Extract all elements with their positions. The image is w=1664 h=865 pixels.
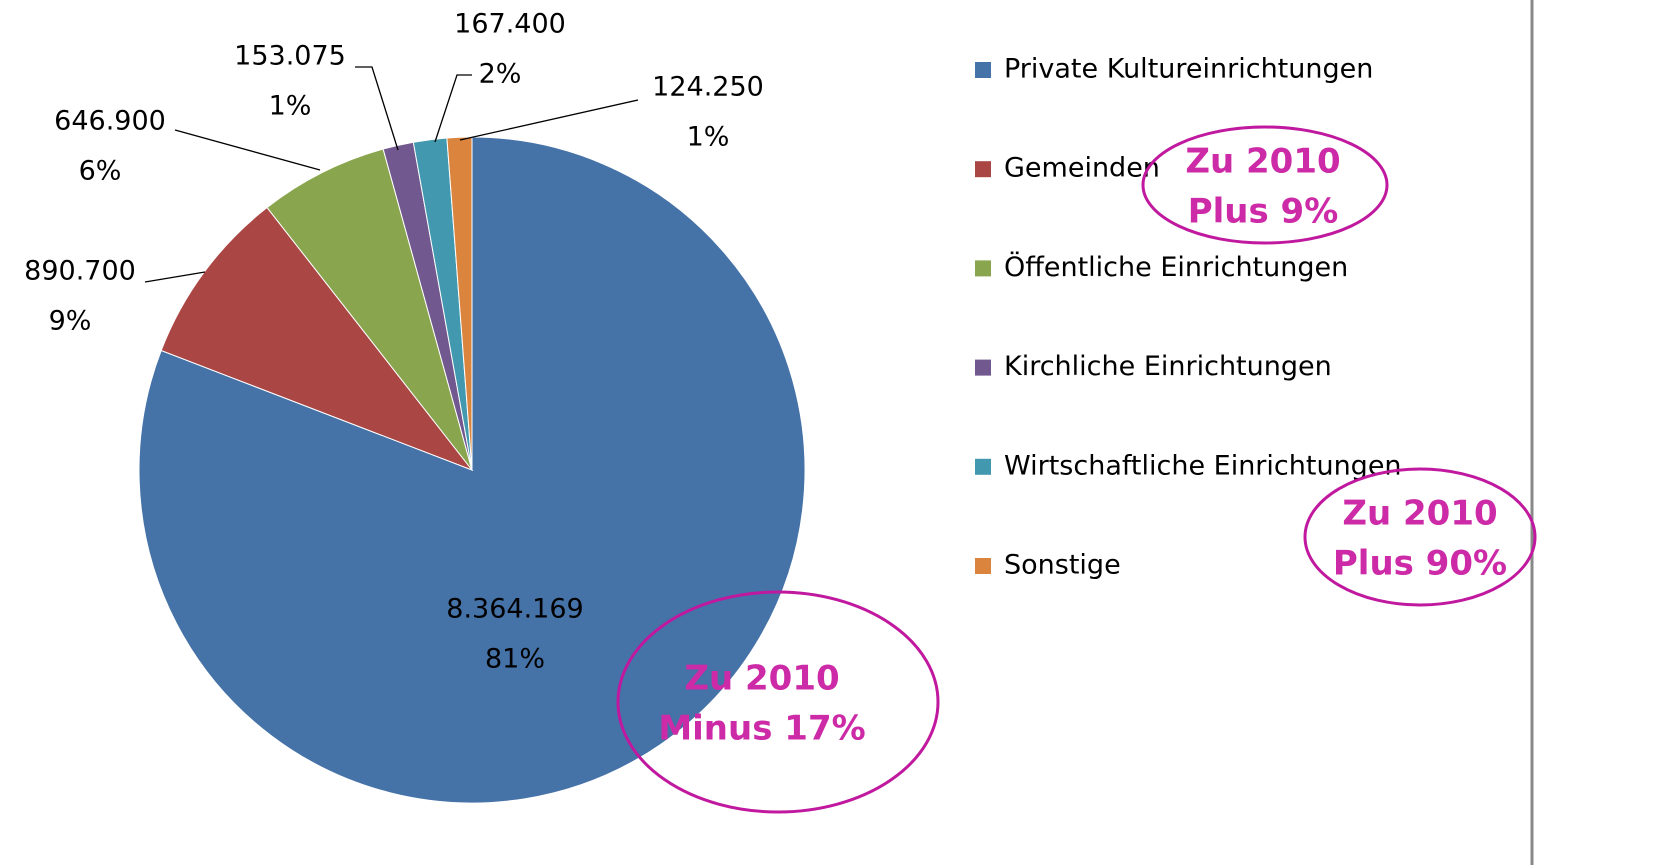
data-label: 124.250 — [652, 72, 764, 103]
annotation-text: Zu 2010 — [684, 659, 839, 699]
data-label: 167.400 — [454, 9, 566, 40]
annotation-text: Plus 9% — [1188, 192, 1339, 232]
percentage-label: 1% — [687, 122, 730, 153]
pie-slice — [266, 148, 473, 471]
percentage-label: 9% — [49, 306, 92, 337]
annotation-text: Zu 2010 — [1342, 494, 1497, 534]
legend-swatch — [975, 161, 991, 178]
leader-line — [459, 99, 639, 141]
leader-line — [174, 129, 321, 171]
annotation-text: Zu 2010 — [1185, 142, 1340, 182]
data-label: 890.700 — [24, 256, 136, 287]
legend-label: Sonstige — [1004, 550, 1121, 581]
legend-swatch — [975, 458, 991, 475]
legend-label: Öffentliche Einrichtungen — [1004, 251, 1348, 283]
data-label: 646.900 — [54, 106, 166, 137]
leader-line — [144, 271, 206, 283]
annotation-ellipse — [1303, 467, 1537, 607]
legend-label: Wirtschaftliche Einrichtungen — [1004, 450, 1402, 481]
leader-line — [355, 66, 399, 151]
legend-swatch — [975, 260, 991, 277]
data-label: 153.075 — [234, 41, 346, 72]
pie-slice — [138, 136, 806, 804]
legend-swatch — [975, 62, 991, 78]
legend-label: Kirchliche Einrichtungen — [1004, 351, 1332, 382]
legend-label: Private Kultureinrichtungen — [1004, 54, 1373, 85]
annotation-text: Plus 90% — [1333, 544, 1507, 584]
annotation-text: Minus 17% — [658, 709, 865, 749]
data-label: 8.364.169 — [446, 594, 583, 625]
legend-label: Gemeinden — [1004, 153, 1160, 184]
percentage-label: 2% — [479, 59, 522, 90]
annotation-ellipse — [1141, 125, 1389, 245]
percentage-label: 6% — [79, 156, 122, 187]
percentage-label: 81% — [485, 644, 545, 675]
leader-line — [434, 74, 472, 143]
percentage-label: 1% — [269, 91, 312, 122]
legend-swatch — [975, 558, 991, 574]
annotation-ellipse — [616, 590, 940, 814]
legend-swatch — [975, 359, 991, 376]
